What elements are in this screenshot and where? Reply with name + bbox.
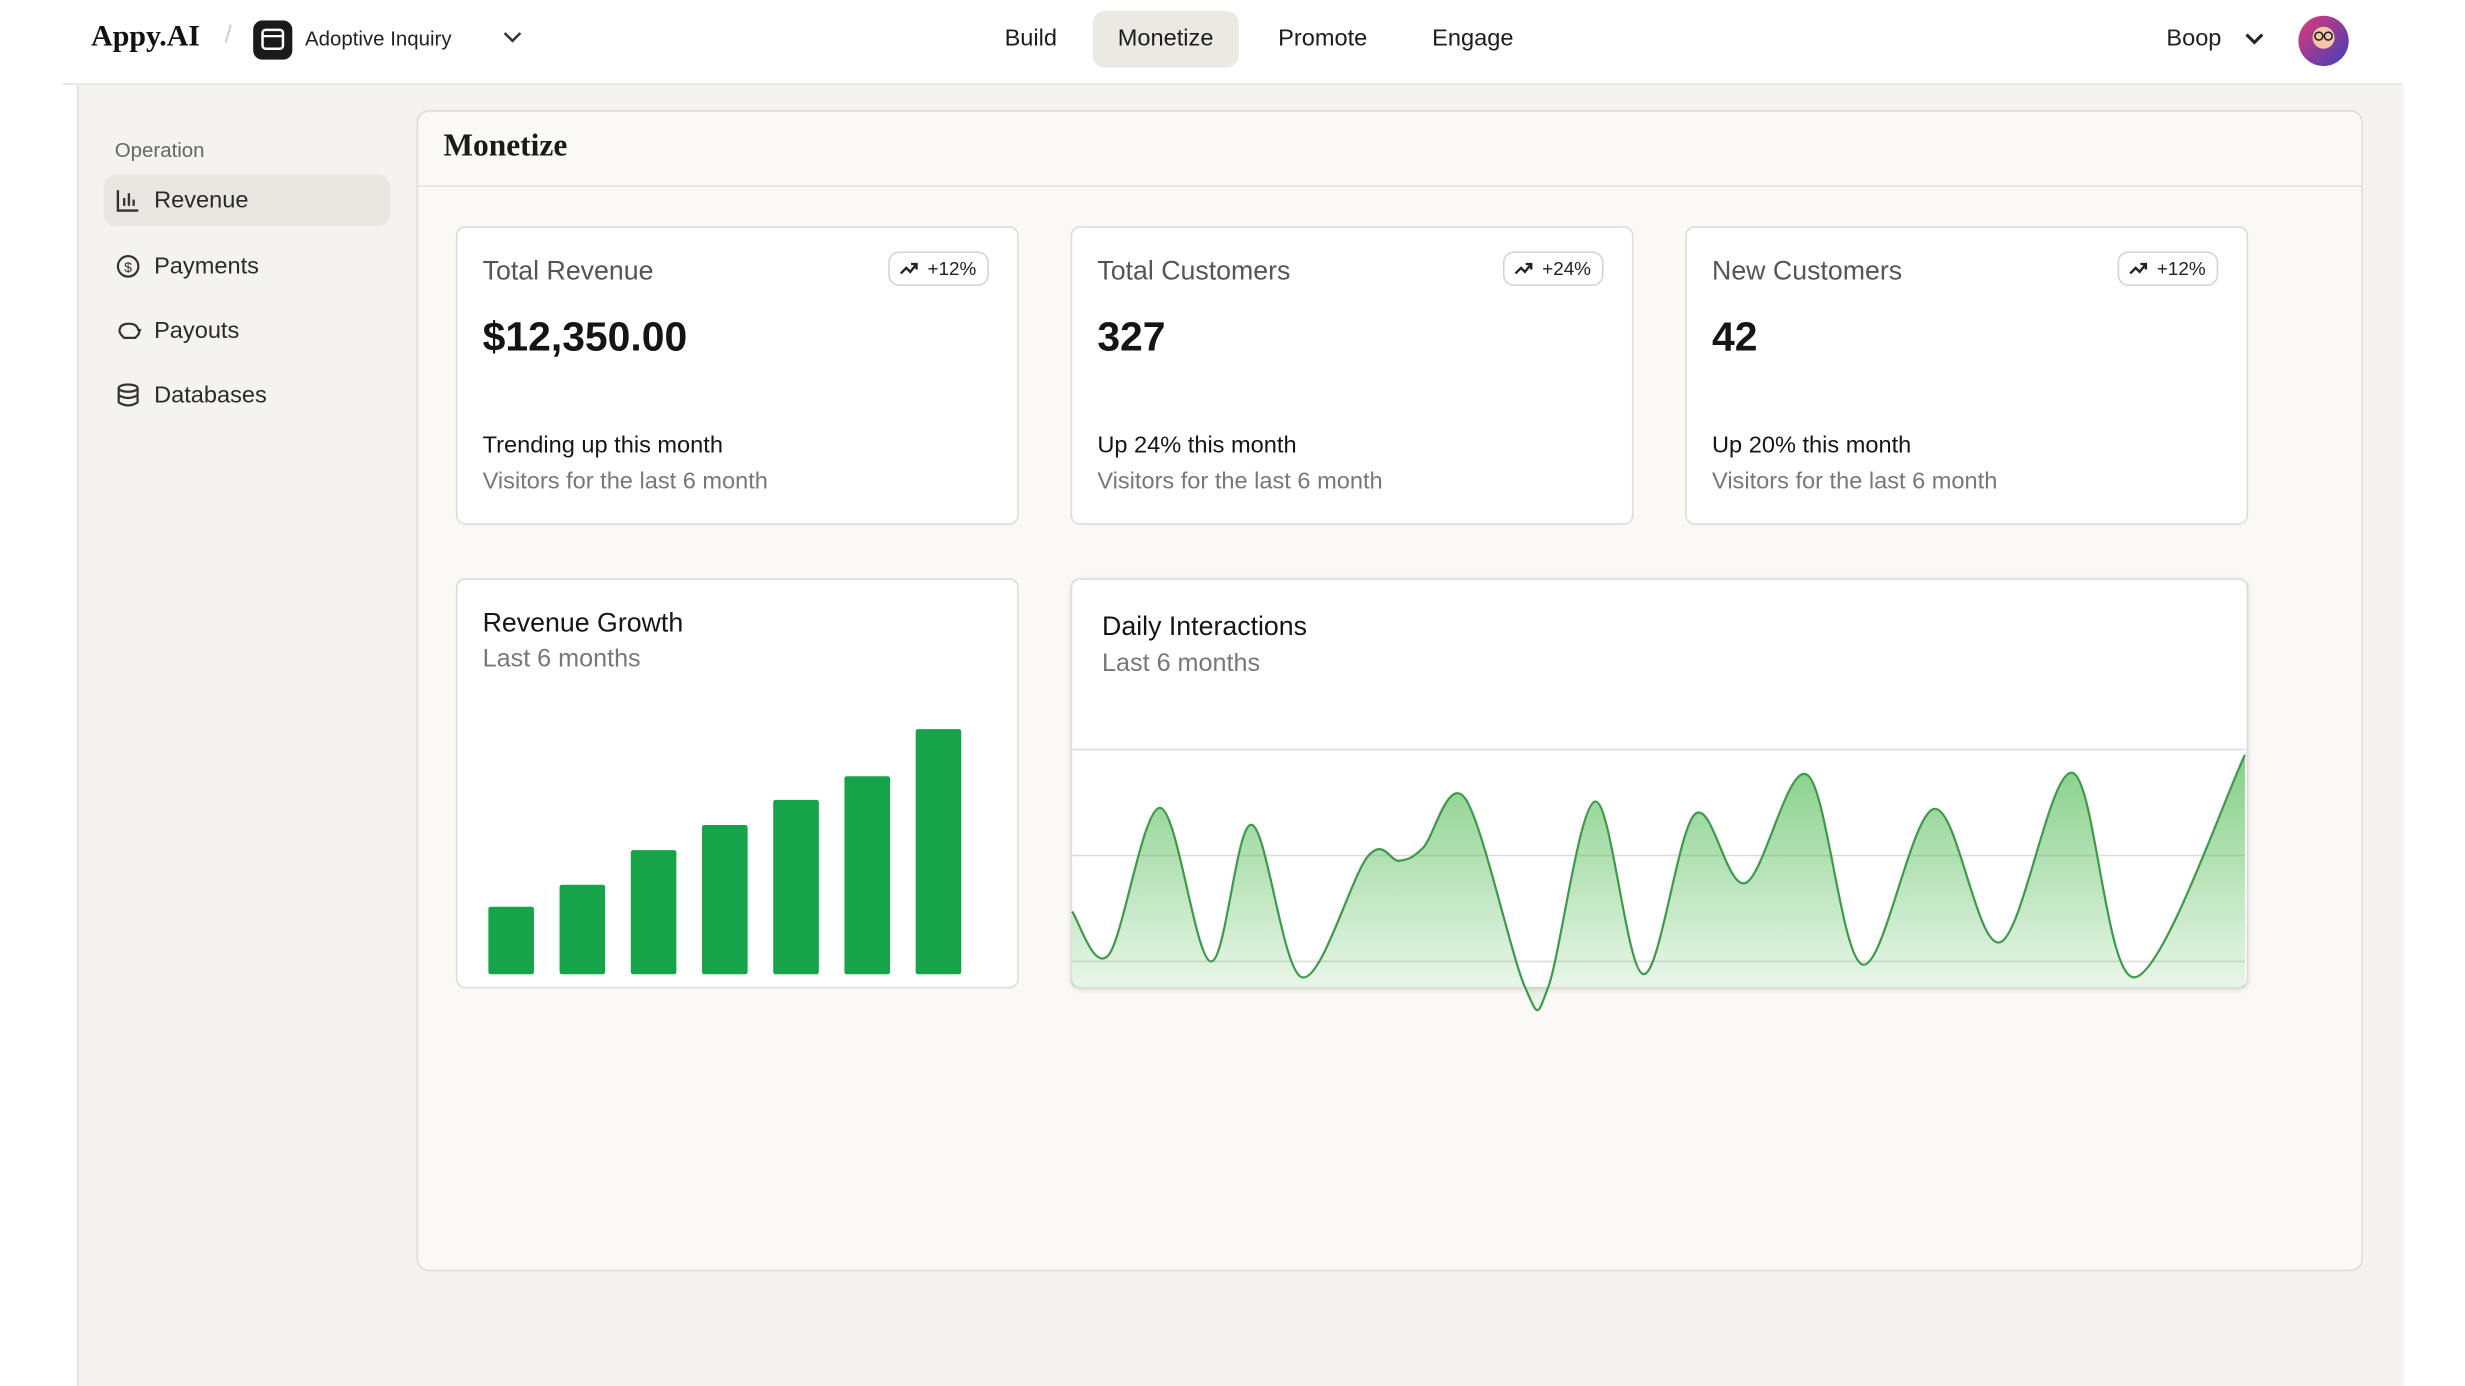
stat-card: Total Revenue +12% $12,350.00 Trending up t… bbox=[455, 226, 1019, 525]
area-fill bbox=[1072, 754, 2245, 1011]
stat-trend: Up 24% this month bbox=[1097, 432, 1297, 459]
nav-item[interactable]: Promote bbox=[1278, 25, 1368, 52]
divider bbox=[418, 185, 2362, 187]
sidebar-label[interactable]: Payments bbox=[154, 252, 259, 280]
stat-value: $12,350.00 bbox=[482, 312, 688, 360]
bar bbox=[844, 776, 891, 975]
stat-value: 42 bbox=[1712, 312, 1758, 360]
bar bbox=[773, 799, 819, 975]
separator: / bbox=[224, 21, 232, 49]
stat-badge: +12% bbox=[2117, 251, 2219, 286]
stat-trend: Up 20% this month bbox=[1712, 432, 1912, 459]
area-line bbox=[1071, 754, 2246, 1012]
svg-text:$: $ bbox=[124, 259, 132, 275]
nav-item[interactable]: Build bbox=[1004, 25, 1058, 52]
stat-badge: +24% bbox=[1502, 251, 1604, 286]
nav-item[interactable]: Engage bbox=[1432, 25, 1514, 52]
stat-note: Visitors for the last 6 month bbox=[1097, 468, 1383, 495]
bar bbox=[702, 824, 748, 975]
stat-label: Total Customers bbox=[1097, 256, 1291, 286]
bar bbox=[630, 850, 677, 975]
stat-label: New Customers bbox=[1712, 256, 1903, 286]
chart-title: Daily Interactions bbox=[1102, 611, 1308, 642]
project-name[interactable]: Adoptive Inquiry bbox=[304, 26, 452, 51]
sidebar-item[interactable]: Databases bbox=[104, 369, 390, 421]
bar bbox=[915, 729, 962, 975]
chevron[interactable] bbox=[503, 30, 522, 46]
bar bbox=[488, 906, 534, 975]
project-icon bbox=[253, 20, 293, 60]
sidebar-label[interactable]: Revenue bbox=[154, 186, 249, 214]
trend-icon bbox=[899, 262, 918, 275]
brand: Appy.AI bbox=[91, 20, 200, 54]
stat-badge: +12% bbox=[888, 251, 989, 286]
nav-item-active[interactable]: Monetize bbox=[1092, 10, 1239, 68]
sidebar-section: Operation bbox=[114, 138, 205, 162]
stat-value: 327 bbox=[1097, 312, 1166, 360]
stat-trend: Trending up this month bbox=[482, 432, 723, 459]
main-title: Monetize bbox=[443, 128, 568, 164]
user-name[interactable]: Boop bbox=[2166, 25, 2222, 52]
chart-title: Revenue Growth bbox=[482, 608, 684, 638]
stat-label: Total Revenue bbox=[482, 256, 654, 286]
trend-icon bbox=[1514, 262, 1533, 275]
trend-icon bbox=[2129, 262, 2148, 275]
stat-card: Total Customers +24% 327 Up 24% this month V… bbox=[1070, 226, 1634, 525]
bar bbox=[559, 884, 606, 975]
sidebar-item[interactable]: $ Payments bbox=[104, 240, 390, 292]
stat-note: Visitors for the last 6 month bbox=[1712, 468, 1998, 495]
sidebar-item-active[interactable]: Revenue bbox=[103, 174, 390, 227]
sidebar-item[interactable]: Payouts bbox=[104, 305, 390, 357]
avatar[interactable] bbox=[2297, 14, 2350, 67]
stat-note: Visitors for the last 6 month bbox=[482, 468, 768, 495]
chart-subtitle: Last 6 months bbox=[1102, 650, 1261, 678]
stat-card: New Customers +12% 42 Up 20% this month Visi… bbox=[1685, 226, 2249, 525]
chevron[interactable] bbox=[2245, 31, 2264, 47]
sidebar-label[interactable]: Payouts bbox=[154, 317, 240, 345]
sidebar-label[interactable]: Databases bbox=[154, 381, 267, 409]
chart-subtitle: Last 6 months bbox=[482, 645, 641, 673]
